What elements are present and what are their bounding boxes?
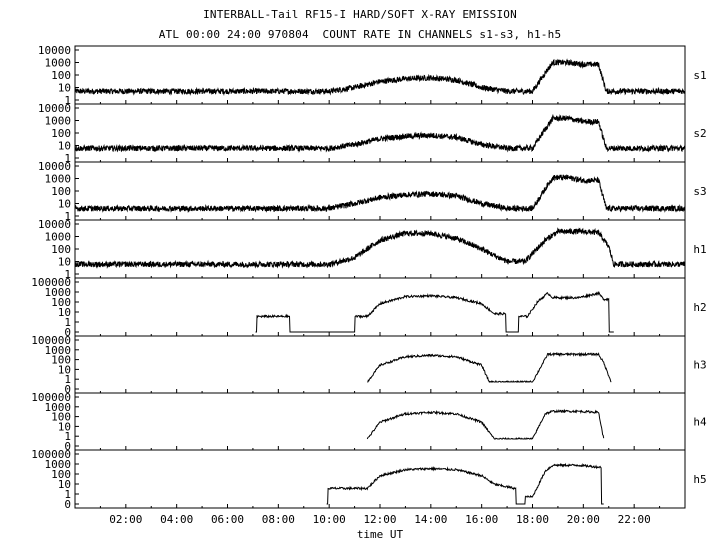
x-tick-label: 12:00: [363, 513, 396, 526]
y-tick-label: 10000: [38, 218, 71, 231]
y-tick-label: 100: [51, 69, 71, 82]
x-tick-label: 14:00: [414, 513, 447, 526]
series-h3: [367, 351, 612, 383]
y-tick-label: 1000: [45, 115, 72, 128]
chart-title: INTERBALL-Tail RF15-I HARD/SOFT X-RAY EM…: [203, 8, 517, 21]
y-tick-label: 1000: [45, 458, 72, 471]
x-tick-label: 02:00: [109, 513, 142, 526]
panel-frame: [74, 161, 686, 221]
panel-frame: [74, 45, 686, 105]
series-s3: [74, 174, 686, 214]
panel-frame: [74, 335, 686, 394]
series-h5: [326, 462, 604, 505]
series-s2: [74, 113, 686, 153]
series-h4: [366, 408, 605, 440]
y-tick-label: 0: [64, 498, 71, 511]
panel-frame: [74, 103, 686, 163]
y-tick-label: 1: [64, 430, 71, 443]
y-tick-label: 100: [51, 354, 71, 367]
y-tick-label: 10000: [38, 102, 71, 115]
channel-label-h1: h1: [693, 243, 706, 256]
channel-label-h5: h5: [693, 473, 706, 486]
y-tick-label: 100: [51, 127, 71, 140]
y-tick-label: 10: [58, 82, 71, 95]
x-tick-label: 16:00: [465, 513, 498, 526]
x-tick-label: 22:00: [618, 513, 651, 526]
y-tick-label: 1000: [45, 344, 72, 357]
y-tick-label: 10: [58, 420, 71, 433]
panel-frame: [74, 219, 686, 279]
channel-label-h2: h2: [693, 301, 706, 314]
y-tick-label: 10: [58, 363, 71, 376]
x-tick-label: 06:00: [211, 513, 244, 526]
y-tick-label: 100: [51, 468, 71, 481]
y-tick-label: 0: [64, 326, 71, 339]
y-tick-label: 0: [64, 440, 71, 453]
y-tick-label: 10: [58, 140, 71, 153]
panel-frame: [74, 277, 686, 337]
panel-frame: [74, 449, 686, 509]
channel-label-h3: h3: [693, 359, 706, 372]
x-axis: 02:00 04:00 06:00 08:00 10:00 12:00 14:00 16:00…: [109, 513, 650, 541]
channel-label-h4: h4: [693, 416, 707, 429]
x-tick-label: 08:00: [262, 513, 295, 526]
y-tick-label: 1: [64, 210, 71, 223]
y-tick-label: 10: [58, 306, 71, 319]
channel-label-s2: s2: [693, 127, 706, 140]
y-tick-label: 100: [51, 411, 71, 424]
x-tick-label: 18:00: [516, 513, 549, 526]
series-h2: [255, 290, 614, 333]
x-axis-label: time UT: [357, 528, 404, 541]
y-tick-label: 10: [58, 478, 71, 491]
series-s1: [74, 58, 686, 96]
y-tick-label: 1: [64, 152, 71, 165]
channel-label-s3: s3: [693, 185, 706, 198]
y-tick-label: 100000: [31, 334, 71, 347]
x-tick-label: 20:00: [567, 513, 600, 526]
channel-label-s1: s1: [693, 69, 706, 82]
series-h1: [74, 227, 686, 269]
y-tick-label: 10: [58, 256, 71, 269]
y-tick-label: 10000: [38, 160, 71, 173]
y-tick-label: 10: [58, 198, 71, 211]
y-tick-label: 1000: [45, 173, 72, 186]
y-tick-label: 1: [64, 268, 71, 281]
y-tick-label: 1: [64, 94, 71, 107]
y-tick-label: 1: [64, 488, 71, 501]
chart-panels: 100001000100101s1100001000100101s2100001…: [31, 44, 707, 511]
x-tick-label: 10:00: [313, 513, 346, 526]
y-tick-label: 1000: [45, 231, 72, 244]
y-tick-label: 100: [51, 296, 71, 309]
y-tick-label: 1000: [45, 57, 72, 70]
y-tick-label: 100: [51, 243, 71, 256]
y-tick-label: 0: [64, 383, 71, 396]
y-tick-label: 1000: [45, 401, 72, 414]
y-tick-label: 1: [64, 316, 71, 329]
y-tick-label: 1000: [45, 286, 72, 299]
y-tick-label: 100000: [31, 276, 71, 289]
y-tick-label: 10000: [38, 44, 71, 57]
y-tick-label: 1: [64, 373, 71, 386]
y-tick-label: 100000: [31, 448, 71, 461]
chart-subtitle: ATL 00:00 24:00 970804 COUNT RATE IN CHA…: [158, 28, 562, 41]
y-tick-label: 100: [51, 185, 71, 198]
x-tick-label: 04:00: [160, 513, 193, 526]
y-tick-label: 100000: [31, 391, 71, 404]
